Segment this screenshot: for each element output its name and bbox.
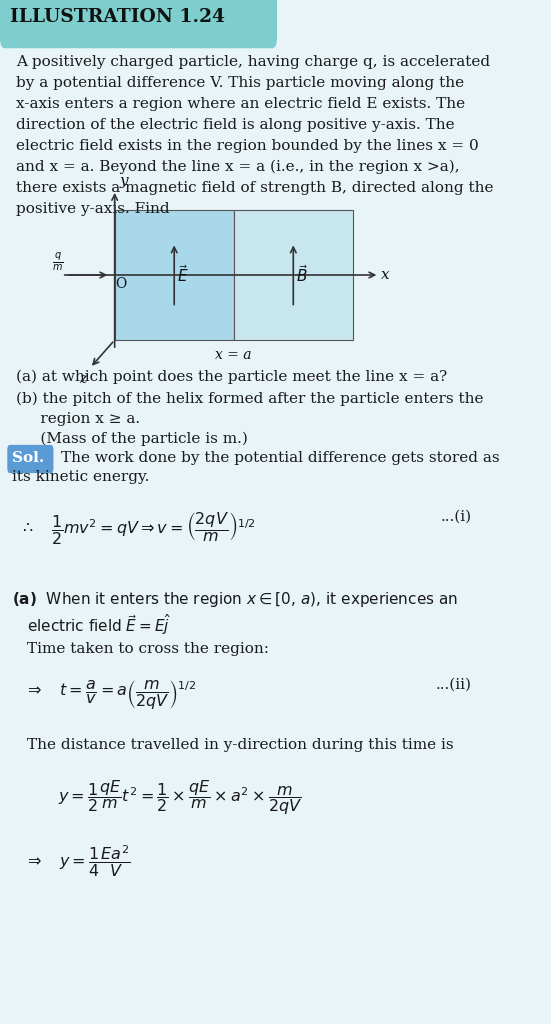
Text: (b) the pitch of the helix formed after the particle enters the: (b) the pitch of the helix formed after …: [16, 392, 483, 407]
FancyBboxPatch shape: [7, 444, 53, 473]
Text: $\vec{B}$: $\vec{B}$: [296, 264, 308, 286]
Text: electric field exists in the region bounded by the lines x = 0: electric field exists in the region boun…: [16, 139, 479, 153]
Text: Time taken to cross the region:: Time taken to cross the region:: [27, 642, 269, 656]
Text: A positively charged particle, having charge q, is accelerated: A positively charged particle, having ch…: [16, 55, 490, 69]
Text: direction of the electric field is along positive y-axis. The: direction of the electric field is along…: [16, 118, 455, 132]
Text: $\vec{E}$: $\vec{E}$: [177, 264, 188, 286]
Text: Sol.: Sol.: [12, 451, 45, 465]
Text: ...(ii): ...(ii): [435, 678, 472, 692]
Text: $\Rightarrow \quad y = \dfrac{1}{4}\dfrac{Ea^2}{V}$: $\Rightarrow \quad y = \dfrac{1}{4}\dfra…: [24, 843, 131, 879]
Text: $\therefore \quad \dfrac{1}{2}mv^2 = qV \Rightarrow v = \left(\dfrac{2qV}{m}\rig: $\therefore \quad \dfrac{1}{2}mv^2 = qV …: [19, 510, 256, 546]
Text: region x ≥ a.: region x ≥ a.: [16, 412, 140, 426]
Text: its kinetic energy.: its kinetic energy.: [12, 470, 149, 484]
FancyBboxPatch shape: [0, 0, 277, 48]
Text: there exists a magnetic field of strength B, directed along the: there exists a magnetic field of strengt…: [16, 181, 493, 195]
Text: x = a: x = a: [215, 348, 252, 362]
Text: O: O: [116, 278, 127, 291]
Text: $y = \dfrac{1}{2}\dfrac{qE}{m}t^2 = \dfrac{1}{2} \times \dfrac{qE}{m} \times a^2: $y = \dfrac{1}{2}\dfrac{qE}{m}t^2 = \dfr…: [58, 778, 302, 817]
Text: x: x: [381, 268, 390, 282]
Text: $\Rightarrow \quad t = \dfrac{a}{v} = a\left(\dfrac{m}{2qV}\right)^{1/2}$: $\Rightarrow \quad t = \dfrac{a}{v} = a\…: [24, 678, 196, 711]
Text: The distance travelled in y-direction during this time is: The distance travelled in y-direction du…: [27, 738, 453, 752]
Bar: [115, 210, 234, 340]
Text: y: y: [120, 174, 128, 188]
Text: (Mass of the particle is m.): (Mass of the particle is m.): [16, 432, 248, 446]
Text: x-axis enters a region where an electric field E exists. The: x-axis enters a region where an electric…: [16, 97, 465, 111]
Text: ILLUSTRATION 1.24: ILLUSTRATION 1.24: [10, 8, 225, 26]
Text: z: z: [79, 372, 87, 386]
Text: by a potential difference V. This particle moving along the: by a potential difference V. This partic…: [16, 76, 464, 90]
Text: ...(i): ...(i): [440, 510, 472, 524]
Text: (a) at which point does the particle meet the line x = a?: (a) at which point does the particle mee…: [16, 370, 447, 384]
Text: The work done by the potential difference gets stored as: The work done by the potential differenc…: [61, 451, 499, 465]
Text: and x = a. Beyond the line x = a (i.e., in the region x >a),: and x = a. Beyond the line x = a (i.e., …: [16, 160, 460, 174]
Text: positive y-axis. Find: positive y-axis. Find: [16, 202, 170, 216]
Text: electric field $\vec{E} = E\hat{j}$: electric field $\vec{E} = E\hat{j}$: [27, 612, 170, 637]
Text: $\frac{q}{m}$: $\frac{q}{m}$: [52, 251, 63, 273]
Text: $\mathbf{(a)}$  When it enters the region $x \in [0,\, a)$, it experiences an: $\mathbf{(a)}$ When it enters the region…: [12, 590, 458, 609]
Bar: [234, 210, 353, 340]
